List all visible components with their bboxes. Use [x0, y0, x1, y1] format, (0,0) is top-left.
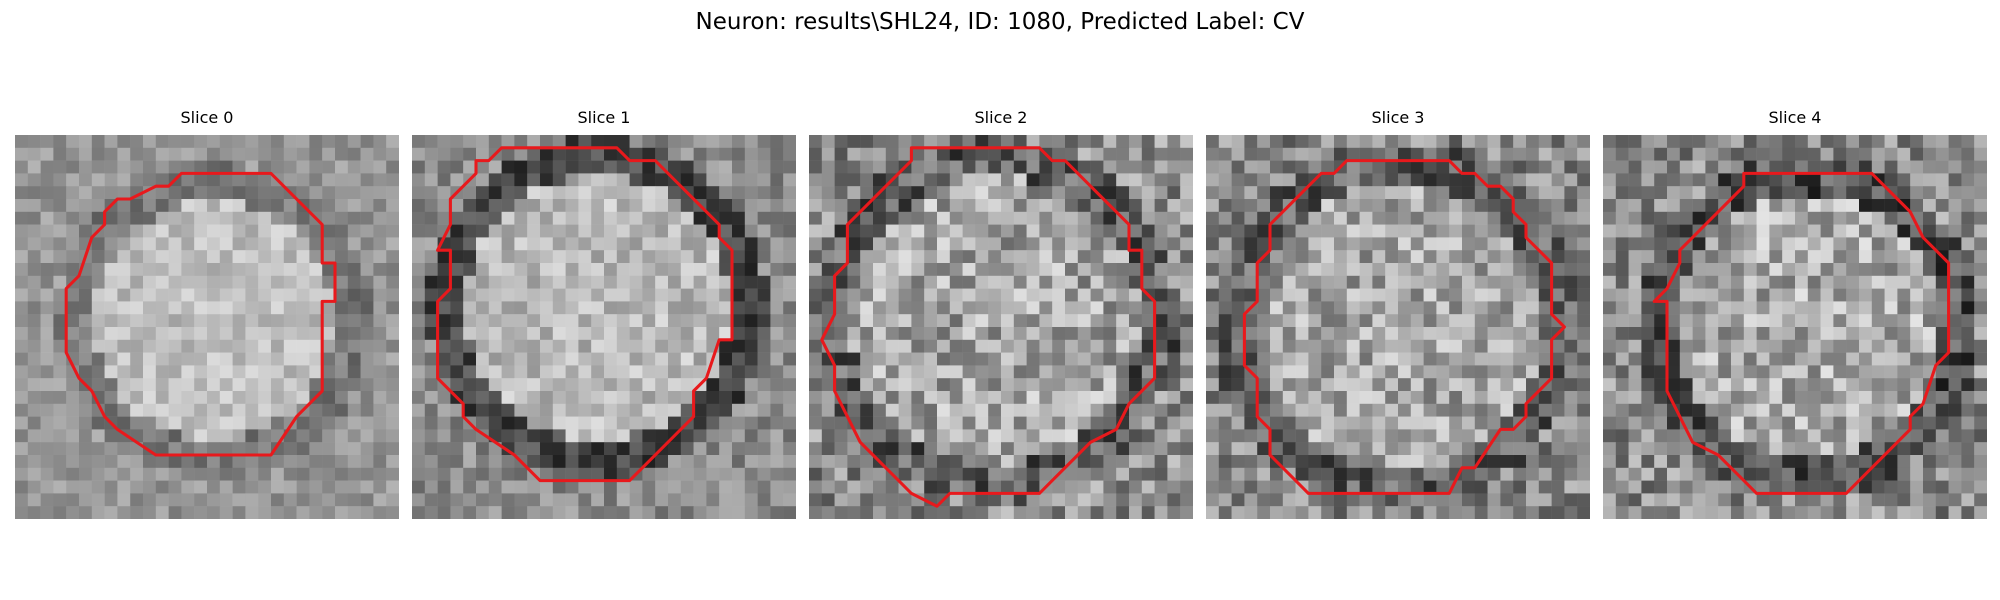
slice-panel-3: Slice 3: [1206, 108, 1590, 519]
contour-outline-0: [64, 171, 337, 457]
slice-panel-1: Slice 1: [412, 108, 796, 519]
slice-panel-4: Slice 4: [1603, 108, 1987, 519]
figure-title: Neuron: results\SHL24, ID: 1080, Predict…: [695, 9, 1305, 35]
contour-outline-4: [1652, 171, 1951, 495]
slice-image-4: [1603, 135, 1987, 519]
slice-image-1: [412, 135, 796, 519]
slice-image-3: [1206, 135, 1590, 519]
slice-title-0: Slice 0: [180, 108, 234, 127]
contour-outline-3: [1242, 159, 1566, 495]
slice-panel-0: Slice 0: [15, 108, 399, 519]
slice-title-3: Slice 3: [1371, 108, 1425, 127]
contour-outline-2: [820, 146, 1157, 508]
slice-image-0: [15, 135, 399, 519]
contour-outline-1: [436, 146, 734, 483]
slice-title-2: Slice 2: [974, 108, 1028, 127]
slice-image-2: [809, 135, 1193, 519]
slice-title-1: Slice 1: [577, 108, 631, 127]
slice-title-4: Slice 4: [1768, 108, 1822, 127]
slice-panel-2: Slice 2: [809, 108, 1193, 519]
